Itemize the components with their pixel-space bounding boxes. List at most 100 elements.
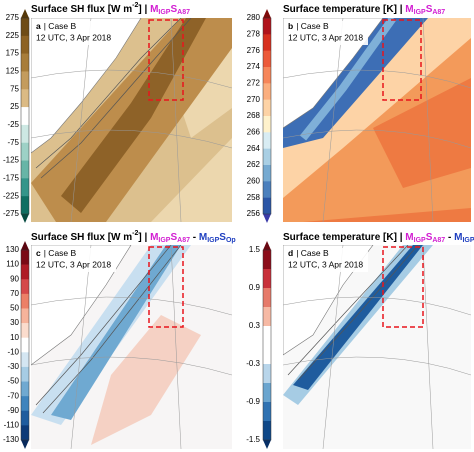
colorbar-bin	[263, 269, 271, 289]
title-part: M	[405, 232, 413, 243]
title-part: S	[170, 232, 177, 243]
colorbar-tick-label: 266	[247, 127, 261, 136]
title-part: IGP	[414, 9, 426, 16]
colorbar-under	[21, 440, 29, 449]
label-box: d | Case B12 UTC, 3 Apr 2018	[286, 248, 368, 272]
colorbar-tick-label: 175	[6, 49, 20, 58]
colorbar-tick-label: -0.3	[246, 359, 260, 368]
colorbar-tick-label: 276	[247, 46, 261, 55]
panel-label: a	[36, 21, 41, 31]
colorbar-bin	[263, 132, 271, 149]
panel-label: c	[36, 248, 41, 258]
colorbar-tick-label: -175	[3, 173, 20, 182]
title-part: S	[426, 232, 433, 243]
colorbar-tick-label: -225	[3, 191, 20, 200]
colorbar-tick-label: -275	[3, 209, 20, 218]
colorbar-bin	[21, 107, 29, 126]
title-part: S	[219, 232, 226, 243]
time-label: 12 UTC, 3 Apr 2018	[288, 259, 363, 269]
colorbar-bin	[263, 181, 271, 198]
title-part: M	[199, 232, 207, 243]
colorbar-tick-label: 0.9	[249, 283, 261, 292]
label-box-bg	[34, 248, 116, 272]
colorbar-bin	[21, 264, 29, 280]
colorbar-bin	[263, 99, 271, 117]
colorbar-under	[263, 214, 271, 223]
title-part: A87	[177, 9, 190, 16]
colorbar-bin	[263, 288, 271, 308]
colorbar-tick-label: 258	[247, 193, 261, 202]
colorbar-bin	[21, 425, 29, 441]
colorbar-tick-label: 30	[10, 318, 19, 327]
colorbar-bin	[21, 293, 29, 309]
colorbar-bin	[263, 67, 271, 84]
colorbar-over	[21, 241, 29, 250]
colorbar-tick-label: -90	[7, 406, 19, 415]
colorbar-bin	[21, 308, 29, 324]
colorbar-bin	[21, 160, 29, 179]
title-part: M	[150, 4, 158, 15]
time-label: 12 UTC, 3 Apr 2018	[36, 32, 111, 42]
time-label: 12 UTC, 3 Apr 2018	[36, 259, 111, 269]
colorbar-bin	[21, 410, 29, 426]
colorbar-bin	[263, 250, 271, 270]
colorbar-bin	[21, 124, 29, 144]
title-part: M	[454, 232, 462, 243]
colorbar-tick-label: -1.5	[246, 435, 260, 444]
colorbar-bin	[21, 381, 29, 397]
colorbar-frame	[20, 249, 30, 441]
colorbar-tick-label: 1.5	[249, 245, 261, 254]
colorbar-bin	[263, 197, 271, 215]
colorbar-bin	[21, 89, 29, 108]
colorbar-bin	[263, 83, 271, 100]
title-part: IGP	[462, 237, 474, 244]
title-part: -	[445, 232, 454, 243]
colorbar-frame	[20, 17, 30, 215]
colorbar-bin	[263, 402, 271, 422]
title-part: Surface SH flux [W m	[31, 4, 132, 15]
colorbar-tick-label: 125	[6, 67, 20, 76]
colorbar-over	[263, 241, 271, 250]
colorbar-tick-label: 275	[6, 13, 20, 22]
label-box: b | Case B12 UTC, 3 Apr 2018	[286, 21, 368, 45]
case-label: | Case B	[296, 248, 329, 258]
colorbar-bin	[21, 18, 29, 37]
colorbar-frame	[262, 17, 272, 215]
case-label: | Case B	[296, 21, 329, 31]
title-part: Surface temperature [K] |	[283, 232, 405, 243]
map-a	[31, 18, 232, 222]
colorbar-bin	[21, 35, 29, 54]
colorbar-tick-label: -50	[7, 377, 19, 386]
case-label: | Case B	[44, 21, 77, 31]
colorbar-tick-label: 256	[247, 209, 261, 218]
colorbar-tick-label: 75	[10, 84, 19, 93]
colorbar-bin	[21, 71, 29, 90]
colorbar-bin	[263, 18, 271, 35]
colorbar-tick-label: 274	[247, 62, 261, 71]
map-c	[31, 245, 232, 449]
time-label: 12 UTC, 3 Apr 2018	[288, 32, 363, 42]
label-box-bg	[286, 248, 368, 272]
label-box: a | Case B12 UTC, 3 Apr 2018	[34, 21, 116, 45]
colorbar-tick-label: 90	[10, 274, 19, 283]
colorbar-tick-label: -75	[7, 138, 19, 147]
colorbar-tick-label: -0.9	[246, 397, 260, 406]
title-part: -2	[132, 230, 138, 237]
colorbar-tick-label: 280	[247, 13, 261, 22]
panel-label: d	[288, 248, 293, 258]
colorbar-bin	[21, 250, 29, 265]
title-part: A87	[432, 237, 445, 244]
title-part: M	[150, 232, 158, 243]
colorbar-tick-label: 0.3	[249, 321, 261, 330]
colorbar-tick-label: -30	[7, 362, 19, 371]
colorbar-bin	[21, 366, 29, 382]
colorbar-bin	[263, 148, 271, 166]
colorbar-bin	[263, 383, 271, 403]
panel-title: Surface temperature [K] | MIGPSA87	[283, 4, 445, 17]
colorbar-tick-label: 130	[6, 245, 20, 254]
colorbar-tick-label: 50	[10, 304, 19, 313]
title-part: IGP	[414, 237, 426, 244]
colorbar-bin	[263, 364, 271, 384]
colorbar-bin	[21, 323, 29, 338]
